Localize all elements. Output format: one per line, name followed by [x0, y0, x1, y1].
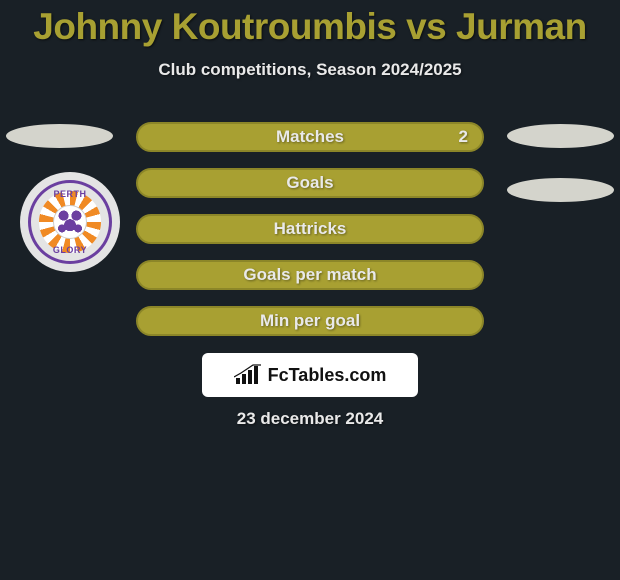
- source-logo: FcTables.com: [202, 353, 418, 397]
- subtitle: Club competitions, Season 2024/2025: [0, 60, 620, 80]
- player1-name: Johnny Koutroumbis: [33, 6, 396, 47]
- stat-label: Goals: [138, 170, 482, 196]
- stat-label: Goals per match: [138, 262, 482, 288]
- player2-name: Jurman: [456, 6, 587, 47]
- comparison-infographic: Johnny Koutroumbis vs Jurman Club compet…: [0, 0, 620, 580]
- soccer-ball-icon: [53, 205, 87, 239]
- date-label: 23 december 2024: [0, 409, 620, 429]
- stat-bar-min-per-goal: Min per goal: [136, 306, 484, 336]
- vs-separator: vs: [396, 6, 456, 47]
- stat-bar-hattricks: Hattricks: [136, 214, 484, 244]
- decorative-oval-right-2: [507, 178, 614, 202]
- decorative-oval-left: [6, 124, 113, 148]
- stat-label: Hattricks: [138, 216, 482, 242]
- bar-chart-icon: [234, 364, 262, 386]
- club-badge: PERTH GLORY: [20, 172, 120, 272]
- stat-bar-matches: Matches 2: [136, 122, 484, 152]
- stat-bars: Matches 2 Goals Hattricks Goals per matc…: [136, 122, 484, 352]
- stat-value-right: 2: [459, 124, 468, 150]
- club-badge-inner: PERTH GLORY: [28, 180, 112, 264]
- badge-text-bottom: GLORY: [53, 245, 87, 255]
- stat-bar-goals: Goals: [136, 168, 484, 198]
- stat-label: Min per goal: [138, 308, 482, 334]
- stat-label: Matches: [138, 124, 482, 150]
- page-title: Johnny Koutroumbis vs Jurman: [0, 6, 620, 48]
- decorative-oval-right-1: [507, 124, 614, 148]
- stat-bar-goals-per-match: Goals per match: [136, 260, 484, 290]
- badge-text-top: PERTH: [53, 189, 86, 199]
- source-logo-text: FcTables.com: [268, 365, 387, 386]
